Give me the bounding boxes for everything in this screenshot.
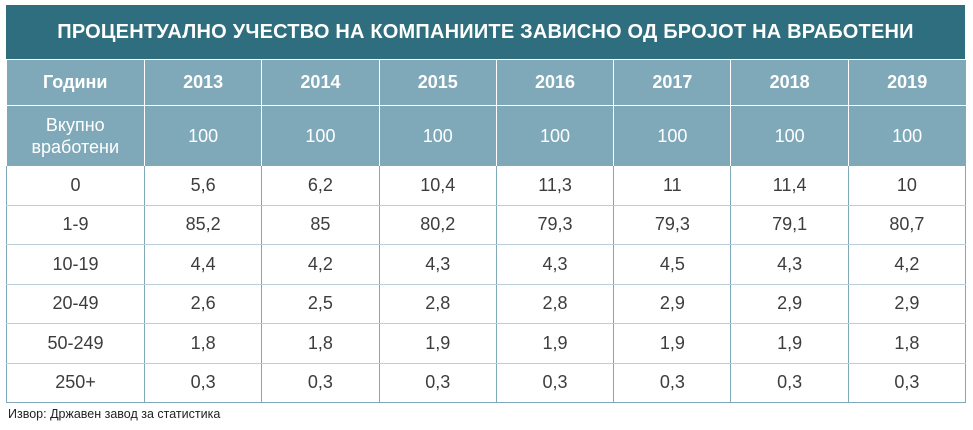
table-cell: 1,8 bbox=[144, 323, 263, 364]
header-year: 2018 bbox=[730, 60, 849, 106]
header-year: 2019 bbox=[848, 60, 966, 106]
header-year: 2013 bbox=[144, 60, 263, 106]
table-cell: 2,9 bbox=[613, 284, 732, 324]
table-cell: 10 bbox=[848, 166, 967, 206]
table-cell: 80,7 bbox=[848, 205, 967, 245]
table-cell: 2,5 bbox=[261, 284, 380, 324]
table-cell: 4,2 bbox=[261, 244, 380, 285]
table-cell: 4,4 bbox=[144, 244, 263, 285]
table-cell: 1,8 bbox=[261, 323, 380, 364]
total-row: Вкупно вработени 100 100 100 100 100 100… bbox=[6, 105, 966, 166]
table-cell: 2,9 bbox=[730, 284, 849, 324]
table-cell: 6,2 bbox=[261, 166, 380, 206]
table-cell: 0,3 bbox=[730, 363, 849, 403]
table-cell: 0,3 bbox=[848, 363, 967, 403]
header-row: Години 2013 2014 2015 2016 2017 2018 201… bbox=[6, 60, 966, 106]
header-year: 2016 bbox=[496, 60, 615, 106]
employment-share-table: Години 2013 2014 2015 2016 2017 2018 201… bbox=[6, 60, 967, 403]
table-cell: 1,9 bbox=[613, 323, 732, 364]
table-cell: 2,6 bbox=[144, 284, 263, 324]
table-cell: 85 bbox=[261, 205, 380, 245]
table-cell: 79,3 bbox=[496, 205, 615, 245]
table-cell: 1,9 bbox=[496, 323, 615, 364]
table-cell: 4,5 bbox=[613, 244, 732, 285]
total-row-label: Вкупно вработени bbox=[6, 105, 145, 166]
total-label-line2: вработени bbox=[31, 137, 120, 157]
table-cell: 10,4 bbox=[379, 166, 497, 206]
table-row: 50-249 1,8 1,8 1,9 1,9 1,9 1,9 1,8 bbox=[6, 323, 967, 364]
row-label: 10-19 bbox=[6, 244, 145, 285]
table-cell: 1,9 bbox=[379, 323, 497, 364]
total-cell: 100 bbox=[848, 105, 966, 166]
table-cell: 4,3 bbox=[379, 244, 497, 285]
total-cell: 100 bbox=[613, 105, 732, 166]
table-row: 250+ 0,3 0,3 0,3 0,3 0,3 0,3 0,3 bbox=[6, 363, 967, 403]
table-cell: 79,1 bbox=[730, 205, 849, 245]
table-cell: 85,2 bbox=[144, 205, 263, 245]
row-label: 0 bbox=[6, 166, 145, 206]
table-cell: 0,3 bbox=[379, 363, 497, 403]
total-cell: 100 bbox=[261, 105, 380, 166]
table-cell: 4,3 bbox=[496, 244, 615, 285]
table-cell: 11,3 bbox=[496, 166, 615, 206]
total-cell: 100 bbox=[379, 105, 497, 166]
table-container: ПРОЦЕНТУАЛНО УЧЕСТВО НА КОМПАНИИТЕ ЗАВИС… bbox=[6, 5, 967, 403]
table-row: 1-9 85,2 85 80,2 79,3 79,3 79,1 80,7 bbox=[6, 205, 967, 245]
row-label: 20-49 bbox=[6, 284, 145, 324]
table-cell: 80,2 bbox=[379, 205, 497, 245]
table-cell: 0,3 bbox=[144, 363, 263, 403]
header-label: Години bbox=[6, 60, 145, 106]
table-cell: 4,2 bbox=[848, 244, 967, 285]
total-cell: 100 bbox=[496, 105, 615, 166]
table-cell: 4,3 bbox=[730, 244, 849, 285]
table-cell: 0,3 bbox=[613, 363, 732, 403]
row-label: 1-9 bbox=[6, 205, 145, 245]
table-cell: 0,3 bbox=[496, 363, 615, 403]
table-cell: 2,8 bbox=[496, 284, 615, 324]
header-year: 2017 bbox=[613, 60, 732, 106]
total-cell: 100 bbox=[730, 105, 849, 166]
header-year: 2015 bbox=[379, 60, 497, 106]
header-year: 2014 bbox=[261, 60, 380, 106]
table-cell: 5,6 bbox=[144, 166, 263, 206]
table-cell: 2,9 bbox=[848, 284, 967, 324]
table-cell: 1,9 bbox=[730, 323, 849, 364]
source-note: Извор: Државен завод за статистика bbox=[8, 407, 221, 421]
total-cell: 100 bbox=[144, 105, 263, 166]
table-cell: 2,8 bbox=[379, 284, 497, 324]
table-cell: 0,3 bbox=[261, 363, 380, 403]
table-row: 20-49 2,6 2,5 2,8 2,8 2,9 2,9 2,9 bbox=[6, 284, 967, 324]
table-cell: 11,4 bbox=[730, 166, 849, 206]
table-cell: 11 bbox=[613, 166, 732, 206]
table-cell: 1,8 bbox=[848, 323, 967, 364]
total-label-line1: Вкупно bbox=[45, 115, 105, 135]
table-title: ПРОЦЕНТУАЛНО УЧЕСТВО НА КОМПАНИИТЕ ЗАВИС… bbox=[6, 5, 965, 60]
row-label: 50-249 bbox=[6, 323, 145, 364]
row-label: 250+ bbox=[6, 363, 145, 403]
table-cell: 79,3 bbox=[613, 205, 732, 245]
table-row: 10-19 4,4 4,2 4,3 4,3 4,5 4,3 4,2 bbox=[6, 244, 967, 285]
table-row: 0 5,6 6,2 10,4 11,3 11 11,4 10 bbox=[6, 166, 967, 206]
